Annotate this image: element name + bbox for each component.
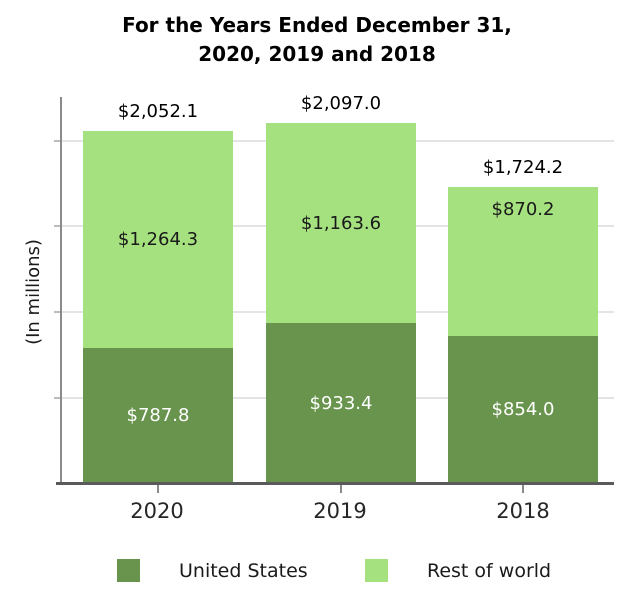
segment-value-label: $933.4	[309, 392, 373, 414]
segment-value-label: $1,163.6	[300, 212, 382, 234]
x-axis-line	[56, 482, 614, 485]
bar-2018: $1,724.2 $870.2 $854.0	[448, 83, 598, 483]
y-tick	[54, 311, 62, 313]
legend-item-rest-of-world: Rest of world	[365, 558, 551, 583]
legend-item-united-states: United States	[117, 558, 308, 583]
bar-total-label: $2,052.1	[117, 101, 199, 122]
chart-title-line2: 2020, 2019 and 2018	[198, 42, 436, 66]
bar-total-label: $2,097.0	[300, 93, 382, 114]
segment-value-label: $854.0	[491, 399, 555, 420]
x-tick-label-2019: 2019	[313, 499, 367, 523]
y-tick	[54, 225, 62, 227]
segment-rest-of-world: $1,264.3	[83, 131, 233, 348]
segment-value-label: $1,264.3	[117, 229, 199, 250]
x-tick	[522, 485, 524, 493]
x-tick	[340, 485, 342, 493]
y-tick	[54, 397, 62, 399]
x-tick-label-2020: 2020	[130, 499, 184, 523]
segment-united-states: $933.4	[266, 323, 416, 483]
segment-value-label: $870.2	[491, 199, 555, 220]
chart-title: For the Years Ended December 31, 2020, 2…	[0, 11, 634, 69]
segment-rest-of-world: $870.2	[448, 187, 598, 336]
y-axis-line	[60, 97, 62, 484]
segment-united-states: $787.8	[83, 348, 233, 483]
bar-2019: $2,097.0 $1,163.6 $933.4	[266, 83, 416, 483]
legend-swatch	[117, 559, 140, 582]
segment-rest-of-world: $1,163.6	[266, 123, 416, 323]
segment-value-label: $787.8	[126, 405, 190, 426]
legend-label: Rest of world	[427, 559, 552, 582]
legend-swatch	[365, 559, 388, 582]
bar-total-label: $1,724.2	[482, 157, 564, 178]
x-tick-label-2018: 2018	[496, 499, 550, 523]
legend-label: United States	[179, 559, 308, 582]
y-tick	[54, 140, 62, 142]
bar-2020: $2,052.1 $1,264.3 $787.8	[83, 83, 233, 483]
chart-title-line1: For the Years Ended December 31,	[122, 13, 512, 37]
segment-united-states: $854.0	[448, 336, 598, 483]
x-tick	[157, 485, 159, 493]
